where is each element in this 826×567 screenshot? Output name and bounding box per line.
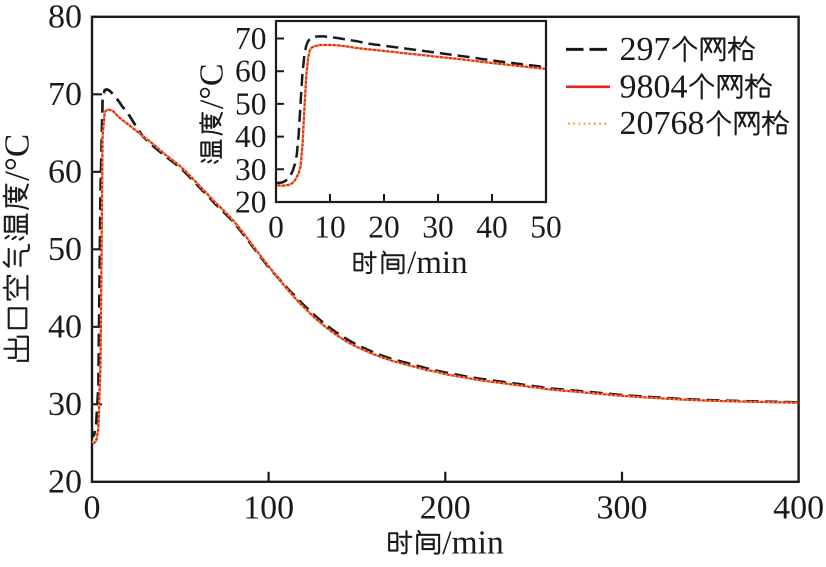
svg-text:70: 70: [235, 21, 267, 56]
svg-text:20: 20: [48, 463, 82, 500]
svg-text:200: 200: [420, 490, 471, 527]
svg-text:10: 10: [314, 210, 346, 245]
svg-text:300: 300: [597, 490, 648, 527]
svg-text:20768: 20768: [620, 105, 705, 142]
svg-text:40: 40: [476, 210, 508, 245]
svg-text:/°C: /°C: [194, 63, 231, 109]
svg-text:30: 30: [48, 386, 82, 423]
svg-text:/min: /min: [442, 525, 504, 562]
svg-text:50: 50: [530, 210, 562, 245]
svg-text:30: 30: [422, 210, 454, 245]
svg-text:80: 80: [48, 0, 82, 35]
svg-text:400: 400: [773, 490, 824, 527]
svg-text:50: 50: [235, 86, 267, 121]
svg-text:0: 0: [268, 210, 284, 245]
svg-text:/min: /min: [407, 245, 468, 281]
svg-text:60: 60: [48, 153, 82, 190]
svg-text:70: 70: [48, 76, 82, 113]
svg-text:100: 100: [243, 490, 294, 527]
svg-text:9804: 9804: [620, 68, 688, 105]
svg-text:20: 20: [368, 210, 400, 245]
svg-text:297: 297: [620, 31, 671, 68]
svg-text:50: 50: [48, 231, 82, 268]
svg-text:20: 20: [235, 185, 267, 220]
svg-text:0: 0: [84, 490, 101, 527]
svg-text:/°C: /°C: [0, 134, 37, 181]
svg-text:40: 40: [235, 119, 267, 154]
svg-text:40: 40: [48, 308, 82, 345]
svg-text:30: 30: [235, 152, 267, 187]
svg-text:60: 60: [235, 54, 267, 89]
